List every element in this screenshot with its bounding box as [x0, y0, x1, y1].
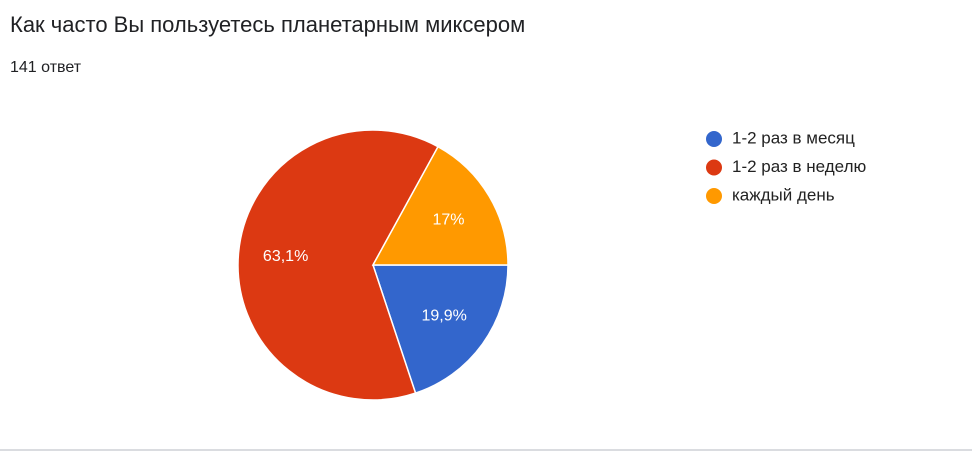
legend-swatch — [706, 131, 722, 147]
chart-title: Как часто Вы пользуетесь планетарным мик… — [10, 12, 525, 37]
slice-label: 63,1% — [263, 248, 308, 265]
slice-label: 19,9% — [421, 308, 466, 325]
legend-label: 1-2 раз в месяц — [732, 128, 855, 147]
pie-slice — [237, 129, 440, 401]
chart-subtitle: 141 ответ — [10, 59, 82, 76]
legend-swatch — [706, 188, 722, 204]
legend-label: 1-2 раз в неделю — [732, 157, 866, 176]
legend-swatch — [706, 159, 722, 176]
slice-label: 17% — [433, 212, 465, 229]
pie-slice — [371, 264, 509, 395]
legend-label: каждый день — [732, 185, 835, 204]
pie-slice — [371, 145, 509, 266]
